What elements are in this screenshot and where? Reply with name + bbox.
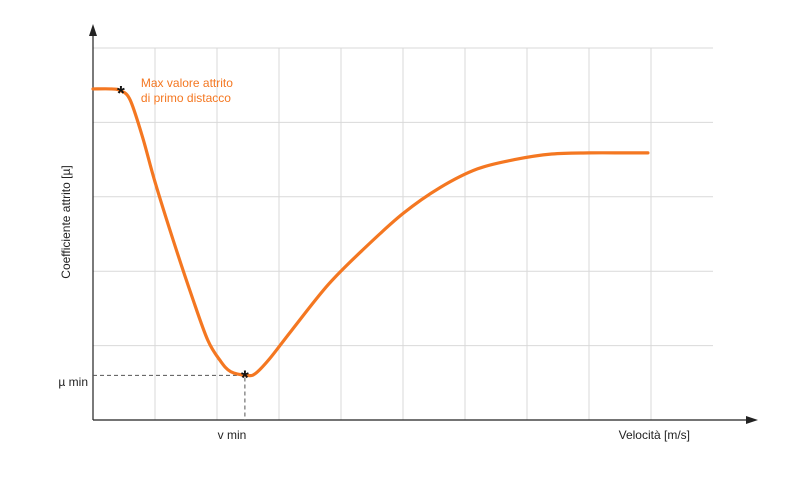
curve-point (327, 283, 330, 286)
curve-point (229, 370, 232, 373)
min-guides (93, 374, 246, 420)
curve-point (172, 240, 175, 243)
curve-point (550, 153, 553, 156)
friction-curve (91, 87, 650, 378)
curve-point (129, 99, 132, 102)
curve-point (92, 87, 95, 90)
x-axis-arrow-icon (746, 416, 758, 424)
curve-point (439, 186, 442, 189)
y-axis-arrow-icon (89, 24, 97, 36)
curve-point (364, 246, 367, 249)
x-axis-label: Velocità [m/s] (619, 428, 690, 442)
asterisk-icon: * (241, 367, 249, 389)
asterisk-icon: * (117, 83, 125, 105)
curve-point (646, 151, 649, 154)
curve-point (290, 329, 293, 332)
min-guide-line (93, 374, 246, 420)
grid-lines (93, 47, 713, 420)
x-tick-label-v-min: v min (218, 428, 247, 442)
annotation-label: Max valore attrito di primo distacco (141, 76, 233, 105)
curve-point (268, 357, 271, 360)
curve-point (206, 339, 209, 342)
curve-point (141, 136, 144, 139)
curve-point (476, 167, 479, 170)
curve-point (191, 296, 194, 299)
curve-point (513, 158, 516, 161)
curve-point (254, 372, 257, 375)
y-tick-label-mu-min: µ min (58, 375, 88, 389)
curve-point (625, 151, 628, 154)
point-markers: ** (117, 83, 249, 390)
curve-point (219, 359, 222, 362)
curve-point (402, 212, 405, 215)
axes (89, 24, 758, 424)
curve-point (110, 87, 113, 90)
y-axis-label: Coefficiente attrito [µ] (59, 165, 73, 278)
annotations: Max valore attrito di primo distacco (141, 76, 233, 105)
curve-point (588, 151, 591, 154)
curve-points (92, 87, 650, 376)
curve-point (154, 180, 157, 183)
